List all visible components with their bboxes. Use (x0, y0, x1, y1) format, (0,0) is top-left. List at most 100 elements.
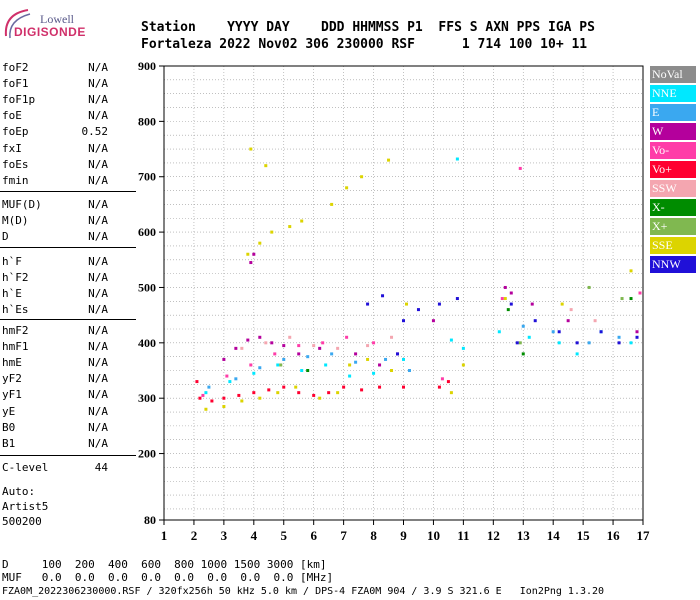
param-row: hmF1 N/A (0, 340, 112, 354)
legend-item: W (650, 123, 696, 140)
param-row: M(D) N/A (0, 214, 112, 228)
param-row: B1 N/A (0, 437, 112, 451)
param-value: N/A (88, 404, 108, 418)
data-point-nnw (557, 330, 561, 334)
param-value: N/A (88, 93, 108, 107)
header-row-1: Station YYYY DAY DDD HHMMSS P1 FFS S AXN… (141, 20, 595, 35)
separator-line (0, 319, 136, 320)
param-value: N/A (88, 214, 108, 228)
y-tick-label: 80 (144, 513, 156, 527)
data-point-e (306, 355, 310, 359)
param-row: h`F N/A (0, 255, 112, 269)
data-point-e (407, 369, 411, 373)
param-value: N/A (88, 230, 108, 244)
data-point-vo- (237, 393, 241, 397)
x-tick-label: 1 (161, 528, 168, 543)
data-point-sse (240, 399, 244, 403)
data-point-nne (348, 374, 352, 378)
param-row: h`F2 N/A (0, 271, 112, 285)
data-point-vo- (267, 388, 271, 392)
data-point-sse (366, 357, 370, 361)
data-point-sse (404, 302, 408, 306)
auto-artist: Artist5 (2, 500, 49, 513)
data-point-nne (324, 363, 328, 367)
data-point-e (330, 352, 334, 356)
param-row: yF1 N/A (0, 388, 112, 402)
data-point-vo- (312, 393, 316, 397)
param-value: N/A (88, 287, 108, 301)
auto-label: Auto: (2, 485, 36, 498)
data-point-vo- (518, 166, 522, 170)
x-tick-label: 11 (457, 528, 469, 543)
data-point-sse (222, 405, 226, 408)
param-value: N/A (88, 356, 108, 370)
data-point-w (282, 344, 286, 348)
data-point-nne (461, 346, 465, 350)
x-tick-label: 3 (221, 528, 228, 543)
data-point-sse (318, 396, 322, 400)
data-point-ssw (288, 335, 292, 339)
param-value: N/A (88, 198, 108, 211)
legend-item: SSE (650, 237, 696, 254)
data-point-ssw (240, 346, 244, 350)
y-tick-label: 300 (138, 391, 156, 405)
param-row: fxI N/A (0, 142, 112, 156)
data-point-sse (345, 186, 349, 190)
data-point-e (258, 366, 262, 370)
data-point-vo- (282, 385, 286, 389)
data-point-sse (449, 391, 453, 395)
data-point-ssw (390, 335, 394, 339)
data-point-vo- (360, 388, 364, 392)
x-tick-label: 4 (251, 528, 258, 543)
x-tick-label: 6 (310, 528, 317, 543)
data-point-nnw (515, 341, 519, 345)
param-label: h`Es (2, 303, 29, 317)
data-point-w (318, 346, 322, 350)
data-point-vo- (327, 391, 331, 395)
logo-digisonde-text: DIGISONDE (14, 25, 86, 39)
data-point-e (617, 335, 621, 339)
param-label: yF2 (2, 372, 22, 386)
data-point-vo- (273, 352, 277, 356)
data-point-nne (402, 357, 405, 361)
x-tick-label: 10 (427, 528, 440, 543)
data-point-w (378, 363, 382, 367)
data-point-vo- (201, 393, 205, 397)
param-label: foF1p (2, 93, 36, 107)
data-point-nnw (599, 330, 603, 334)
data-point-e (207, 385, 211, 389)
legend-item: X- (650, 199, 696, 216)
legend-item: NNW (650, 256, 696, 273)
param-value: N/A (88, 157, 108, 171)
param-row: MUF(D) N/A (0, 198, 112, 212)
param-row: hmE N/A (0, 356, 112, 370)
param-value: N/A (88, 372, 108, 386)
data-point-sse (560, 302, 564, 306)
data-point-w (635, 330, 639, 334)
y-tick-label: 200 (138, 447, 156, 461)
data-point-e (354, 360, 358, 364)
data-point-vo- (345, 335, 349, 339)
param-label: D (2, 230, 9, 244)
data-point-ssw (312, 344, 316, 348)
y-tick-label: 400 (138, 336, 156, 350)
data-point-x- (521, 352, 525, 356)
data-point-nne (455, 157, 459, 161)
data-point-e (384, 357, 388, 361)
data-point-sse (264, 164, 268, 168)
param-label: h`F (2, 255, 22, 268)
data-point-nnw (396, 352, 400, 356)
param-label: yE (2, 404, 16, 418)
data-point-vo- (222, 396, 226, 400)
separator-line (0, 191, 136, 192)
param-value: N/A (88, 173, 108, 187)
legend-item: NoVal (650, 66, 696, 83)
data-point-sse (258, 396, 262, 400)
param-value: 0.52 (81, 125, 109, 139)
param-label: B1 (2, 436, 16, 450)
param-row: C-level 44 (0, 461, 112, 475)
param-row: foF2 N/A (0, 61, 112, 75)
data-point-ssw (593, 319, 597, 323)
legend-item: Vo- (650, 142, 696, 159)
